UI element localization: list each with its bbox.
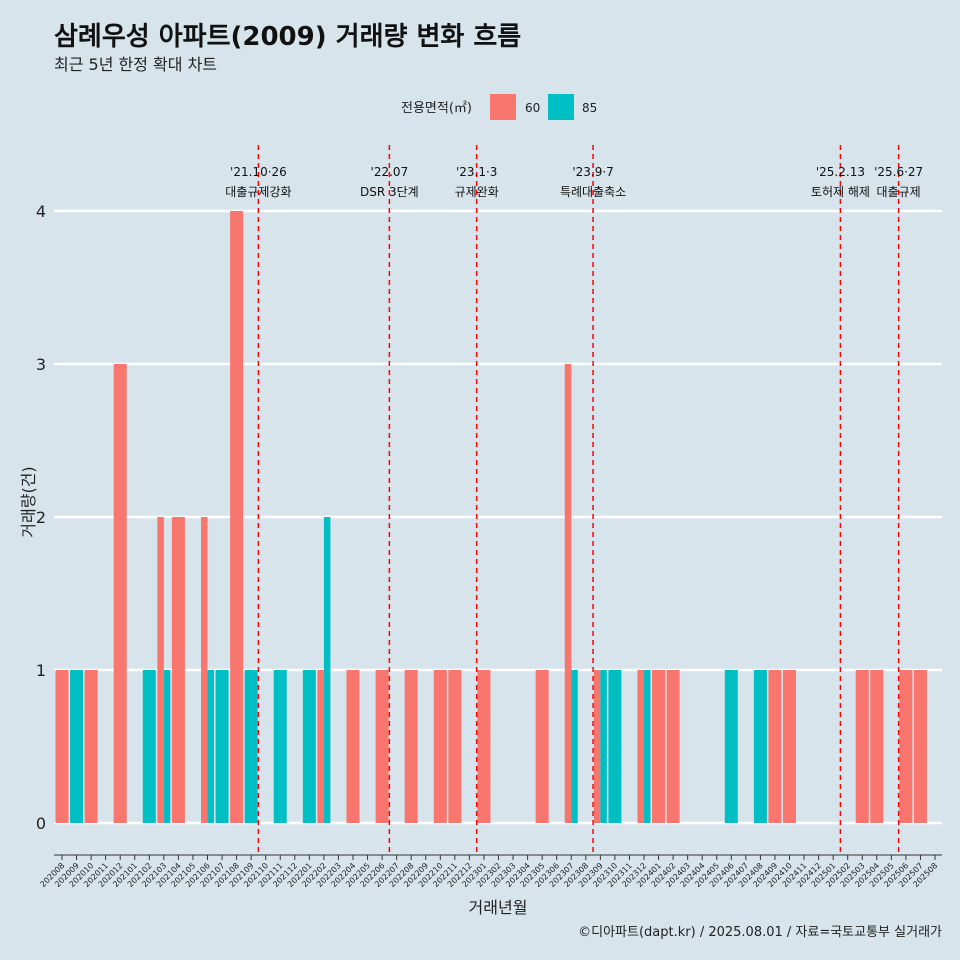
bar-85-202202 [323, 517, 331, 823]
bar-85-202102 [142, 670, 156, 823]
y-gridlines [54, 209, 942, 825]
event-date: '25.6·27 [874, 165, 923, 179]
y-tick-label: 4 [36, 202, 46, 221]
legend-title: 전용면적(㎡) [401, 101, 472, 116]
bar-60-202104 [171, 517, 185, 823]
bar-60-202503 [855, 670, 869, 823]
bar-85-202106 [207, 670, 214, 823]
bar-85-202201 [302, 670, 316, 823]
bar-85-202109 [244, 670, 258, 823]
event-date: '22.07 [371, 165, 409, 179]
bar-85-202307 [571, 670, 578, 823]
event-lines [257, 145, 900, 855]
chart-caption: ©디아파트(dapt.kr) / 2025.08.01 / 자료=국토교통부 실… [578, 925, 942, 940]
y-axis-title: 거래량(건) [19, 466, 38, 537]
bar-60-202506 [899, 670, 913, 823]
legend-label-85: 85 [582, 101, 597, 115]
y-tick-label: 1 [36, 661, 46, 680]
bar-60-202402 [666, 670, 680, 823]
event-date: '23.1·3 [456, 165, 497, 179]
chart-title: 삼례우성 아파트(2009) 거래량 변화 흐름 [54, 22, 521, 52]
bar-60-202410 [783, 670, 796, 823]
x-axis-title: 거래년월 [469, 898, 528, 917]
y-tick-label: 3 [36, 355, 46, 374]
event-annotations: '21.10·26 대출규제강화 '22.07 DSR 3단계 '23.1·3 규제완화 '… [225, 165, 923, 199]
bar-60-202309 [593, 670, 601, 823]
bar-60-202305 [535, 670, 549, 823]
bar-60-202307 [564, 364, 572, 823]
y-tick-label: 0 [36, 814, 46, 833]
y-tick-labels: 0 1 2 3 4 [36, 202, 46, 833]
bar-85-202310 [608, 670, 622, 823]
legend: 전용면적(㎡) 60 85 [401, 94, 597, 120]
event-date: '25.2.13 [816, 165, 865, 179]
bars [55, 211, 927, 823]
bar-60-202301 [477, 670, 491, 823]
bar-60-202504 [870, 670, 884, 823]
x-tick-labels: 2020082020092020102020112020122021012021… [38, 861, 939, 889]
bar-60-202507 [913, 670, 927, 823]
bar-60-202206 [375, 670, 389, 823]
bar-60-202312 [637, 670, 644, 823]
bar-60-202012 [113, 364, 127, 823]
event-label: 특례대출축소 [560, 185, 626, 199]
bar-60-202401 [652, 670, 666, 823]
event-label: 대출규제 [877, 185, 921, 199]
event-label: 대출규제강화 [225, 185, 291, 199]
bar-85-202309 [600, 670, 607, 823]
bar-85-202408 [753, 670, 767, 823]
bar-60-202108 [230, 211, 244, 823]
event-date: '23.9·7 [572, 165, 613, 179]
bar-60-202409 [768, 670, 782, 823]
legend-swatch-60 [490, 94, 516, 120]
bar-60-202208 [404, 670, 418, 823]
bar-60-202106 [201, 517, 208, 823]
chart-subtitle: 최근 5년 한정 확대 차트 [54, 55, 217, 74]
bar-60-202010 [84, 670, 98, 823]
legend-swatch-85 [548, 94, 574, 120]
bar-85-202111 [273, 670, 287, 823]
bar-60-202210 [433, 670, 447, 823]
y-tick-label: 2 [36, 508, 46, 527]
bar-60-202204 [346, 670, 360, 823]
event-label: 규제완화 [455, 185, 499, 199]
bar-85-202107 [215, 670, 229, 823]
event-date: '21.10·26 [230, 165, 287, 179]
bar-60-202211 [448, 670, 462, 823]
bar-85-202103 [163, 670, 171, 823]
bar-85-202009 [70, 670, 84, 823]
x-ticks [61, 855, 936, 860]
legend-label-60: 60 [525, 101, 540, 115]
bar-60-202202 [317, 670, 324, 823]
bar-85-202312 [644, 670, 651, 823]
bar-60-202103 [157, 517, 164, 823]
event-label: 토허제 해제 [811, 185, 870, 199]
bar-85-202406 [724, 670, 738, 823]
bar-60-202008 [55, 670, 69, 823]
event-label: DSR 3단계 [360, 185, 419, 199]
